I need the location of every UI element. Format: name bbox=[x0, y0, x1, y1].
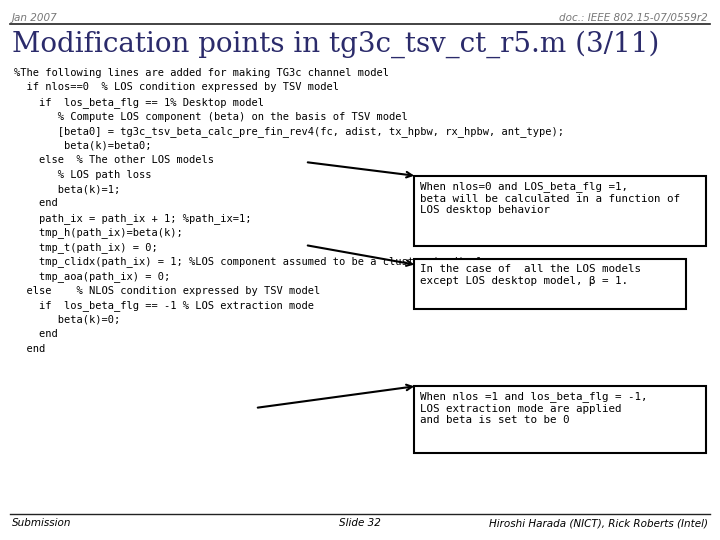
FancyBboxPatch shape bbox=[414, 176, 706, 246]
Text: %The following lines are added for making TG3c channel model: %The following lines are added for makin… bbox=[14, 68, 389, 78]
Text: Hiroshi Harada (NICT), Rick Roberts (Intel): Hiroshi Harada (NICT), Rick Roberts (Int… bbox=[489, 518, 708, 528]
Text: tmp_clidx(path_ix) = 1; %LOS component assumed to be a cluster in display: tmp_clidx(path_ix) = 1; %LOS component a… bbox=[14, 256, 495, 267]
Text: % Compute LOS component (beta) on the basis of TSV model: % Compute LOS component (beta) on the ba… bbox=[14, 111, 408, 122]
Text: When nlos =1 and los_beta_flg = -1,
LOS extraction mode are applied
and beta is : When nlos =1 and los_beta_flg = -1, LOS … bbox=[420, 391, 647, 425]
Text: if  los_beta_flg == -1 % LOS extraction mode: if los_beta_flg == -1 % LOS extraction m… bbox=[14, 300, 314, 311]
Text: % LOS path loss: % LOS path loss bbox=[14, 170, 151, 179]
Text: beta(k)=0;: beta(k)=0; bbox=[14, 314, 120, 325]
Text: if  los_beta_flg == 1% Desktop model: if los_beta_flg == 1% Desktop model bbox=[14, 97, 264, 108]
Text: When nlos=0 and LOS_beta_flg =1,
beta will be calculated in a function of
LOS de: When nlos=0 and LOS_beta_flg =1, beta wi… bbox=[420, 181, 680, 215]
Text: [beta0] = tg3c_tsv_beta_calc_pre_fin_rev4(fc, adist, tx_hpbw, rx_hpbw, ant_type): [beta0] = tg3c_tsv_beta_calc_pre_fin_rev… bbox=[14, 126, 564, 137]
Text: tmp_h(path_ix)=beta(k);: tmp_h(path_ix)=beta(k); bbox=[14, 227, 183, 238]
FancyBboxPatch shape bbox=[414, 386, 706, 453]
Text: Jan 2007: Jan 2007 bbox=[12, 13, 58, 23]
Text: end: end bbox=[14, 199, 58, 208]
Text: tmp_t(path_ix) = 0;: tmp_t(path_ix) = 0; bbox=[14, 242, 158, 253]
Text: else  % The other LOS models: else % The other LOS models bbox=[14, 155, 214, 165]
FancyBboxPatch shape bbox=[414, 259, 686, 309]
Text: path_ix = path_ix + 1; %path_ix=1;: path_ix = path_ix + 1; %path_ix=1; bbox=[14, 213, 251, 224]
Text: tmp_aoa(path_ix) = 0;: tmp_aoa(path_ix) = 0; bbox=[14, 271, 170, 282]
Text: Submission: Submission bbox=[12, 518, 71, 528]
Text: beta(k)=beta0;: beta(k)=beta0; bbox=[14, 140, 151, 151]
Text: beta(k)=1;: beta(k)=1; bbox=[14, 184, 120, 194]
Text: doc.: IEEE 802.15-07/0559r2: doc.: IEEE 802.15-07/0559r2 bbox=[559, 13, 708, 23]
Text: if nlos==0  % LOS condition expressed by TSV model: if nlos==0 % LOS condition expressed by … bbox=[14, 83, 339, 92]
Text: Modification points in tg3c_tsv_ct_r5.m (3/11): Modification points in tg3c_tsv_ct_r5.m … bbox=[12, 30, 660, 58]
Text: end: end bbox=[14, 329, 58, 339]
Text: Slide 32: Slide 32 bbox=[339, 518, 381, 528]
Text: In the case of  all the LOS models
except LOS desktop model, β = 1.: In the case of all the LOS models except… bbox=[420, 264, 641, 286]
Text: end: end bbox=[14, 343, 45, 354]
Text: else    % NLOS condition expressed by TSV model: else % NLOS condition expressed by TSV m… bbox=[14, 286, 320, 295]
